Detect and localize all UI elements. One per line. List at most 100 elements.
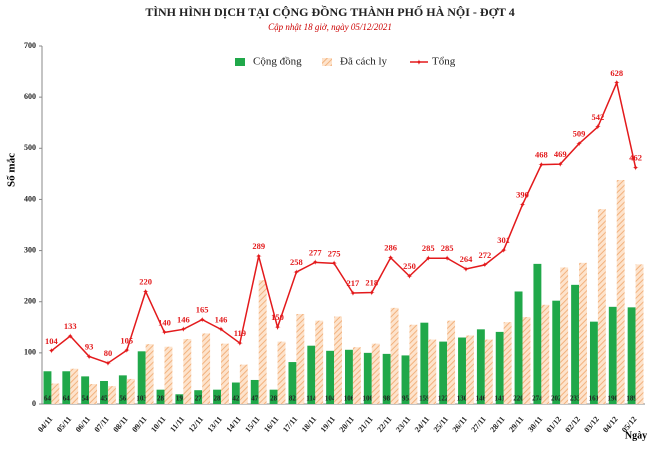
bar — [390, 307, 399, 404]
bar — [522, 317, 531, 404]
value-label: 272 — [478, 250, 491, 260]
value-label: 28 — [157, 395, 165, 403]
bar — [194, 390, 203, 404]
x-tick-label: 19/11 — [319, 415, 337, 434]
value-label: 28 — [214, 395, 222, 403]
value-label: 141 — [494, 395, 505, 403]
bar — [589, 321, 598, 404]
value-label: 217 — [347, 278, 361, 288]
marker: ✦ — [255, 252, 262, 261]
legend-label: Tổng — [432, 56, 456, 68]
bar — [164, 346, 173, 404]
bar — [352, 347, 361, 404]
marker: ✦ — [519, 200, 526, 209]
x-tick-label: 10/11 — [149, 415, 167, 434]
bar — [258, 280, 267, 404]
bar — [495, 331, 504, 404]
bar — [533, 263, 542, 404]
value-label: 202 — [551, 395, 562, 403]
value-label: 64 — [63, 395, 71, 403]
bar — [382, 353, 391, 404]
bar — [326, 350, 335, 404]
marker: ✦ — [444, 254, 451, 263]
bar — [579, 262, 587, 404]
marker: ✦ — [595, 123, 602, 132]
value-label: 100 — [363, 395, 374, 403]
bar — [315, 320, 324, 404]
x-tick-label: 22/11 — [375, 415, 393, 434]
value-label: 104 — [45, 336, 59, 346]
value-label: 220 — [139, 276, 152, 286]
value-label: 119 — [234, 328, 246, 338]
x-tick-label: 14/11 — [224, 415, 242, 434]
bar — [269, 389, 278, 404]
marker: ✦ — [180, 325, 187, 334]
marker: ✦ — [481, 261, 488, 270]
value-label: 628 — [610, 68, 623, 78]
x-tick-label: 28/11 — [488, 415, 506, 434]
bar — [439, 341, 448, 404]
bar — [465, 335, 474, 404]
x-tick-label: 11/11 — [168, 415, 186, 434]
x-tick-label: 06/11 — [74, 415, 92, 434]
legend-label: Cộng đồng — [253, 56, 302, 68]
value-label: 54 — [82, 395, 90, 403]
x-tick-label: 25/11 — [432, 415, 450, 434]
value-label: 146 — [215, 314, 228, 324]
x-tick-label: 09/11 — [130, 415, 148, 434]
bar — [552, 300, 561, 404]
marker: ✦ — [199, 315, 206, 324]
bar — [571, 284, 580, 404]
value-label: 469 — [554, 149, 567, 159]
marker: ✦ — [237, 339, 244, 348]
bar — [401, 355, 410, 404]
value-label: 462 — [629, 153, 642, 163]
bar — [627, 307, 636, 404]
bar — [277, 341, 286, 404]
value-label: 64 — [44, 395, 52, 403]
bar — [597, 209, 606, 404]
bar — [239, 364, 248, 404]
marker: ✦ — [274, 323, 281, 332]
value-label: 42 — [232, 395, 240, 403]
marker: ✦ — [48, 347, 55, 356]
value-label: 19 — [176, 395, 184, 403]
x-tick-label: 08/11 — [111, 415, 129, 434]
value-label: 165 — [196, 305, 209, 315]
value-label: 140 — [158, 317, 171, 327]
bar — [458, 337, 466, 404]
bar — [371, 343, 380, 404]
value-label: 258 — [290, 257, 303, 267]
value-label: 289 — [252, 241, 265, 251]
value-label: 93 — [85, 341, 94, 351]
marker: ✦ — [632, 164, 639, 173]
y-axis-label: Số mắc — [6, 153, 18, 187]
bar — [288, 362, 297, 404]
bar — [420, 322, 429, 404]
bar — [221, 343, 229, 404]
marker: ✦ — [538, 160, 545, 169]
bar — [635, 264, 644, 404]
value-label: 80 — [104, 348, 113, 358]
x-tick-label: 18/11 — [300, 415, 318, 434]
bar — [428, 339, 437, 404]
bar — [307, 345, 316, 404]
y-tick-label: 600 — [24, 92, 36, 101]
bar — [560, 267, 569, 404]
bar — [202, 333, 211, 404]
value-label: 264 — [460, 254, 474, 264]
value-label: 56 — [119, 395, 127, 403]
bar — [608, 306, 617, 404]
line — [50, 80, 637, 364]
value-label: 285 — [441, 243, 454, 253]
bar — [514, 291, 523, 404]
bar — [250, 379, 259, 404]
x-tick-label: 01/12 — [545, 415, 564, 435]
value-label: 146 — [476, 395, 487, 403]
marker: ✦ — [613, 79, 620, 88]
bar — [616, 179, 625, 404]
bar — [296, 313, 305, 404]
x-tick-label: 16/11 — [262, 415, 280, 434]
value-label: 542 — [592, 112, 605, 122]
